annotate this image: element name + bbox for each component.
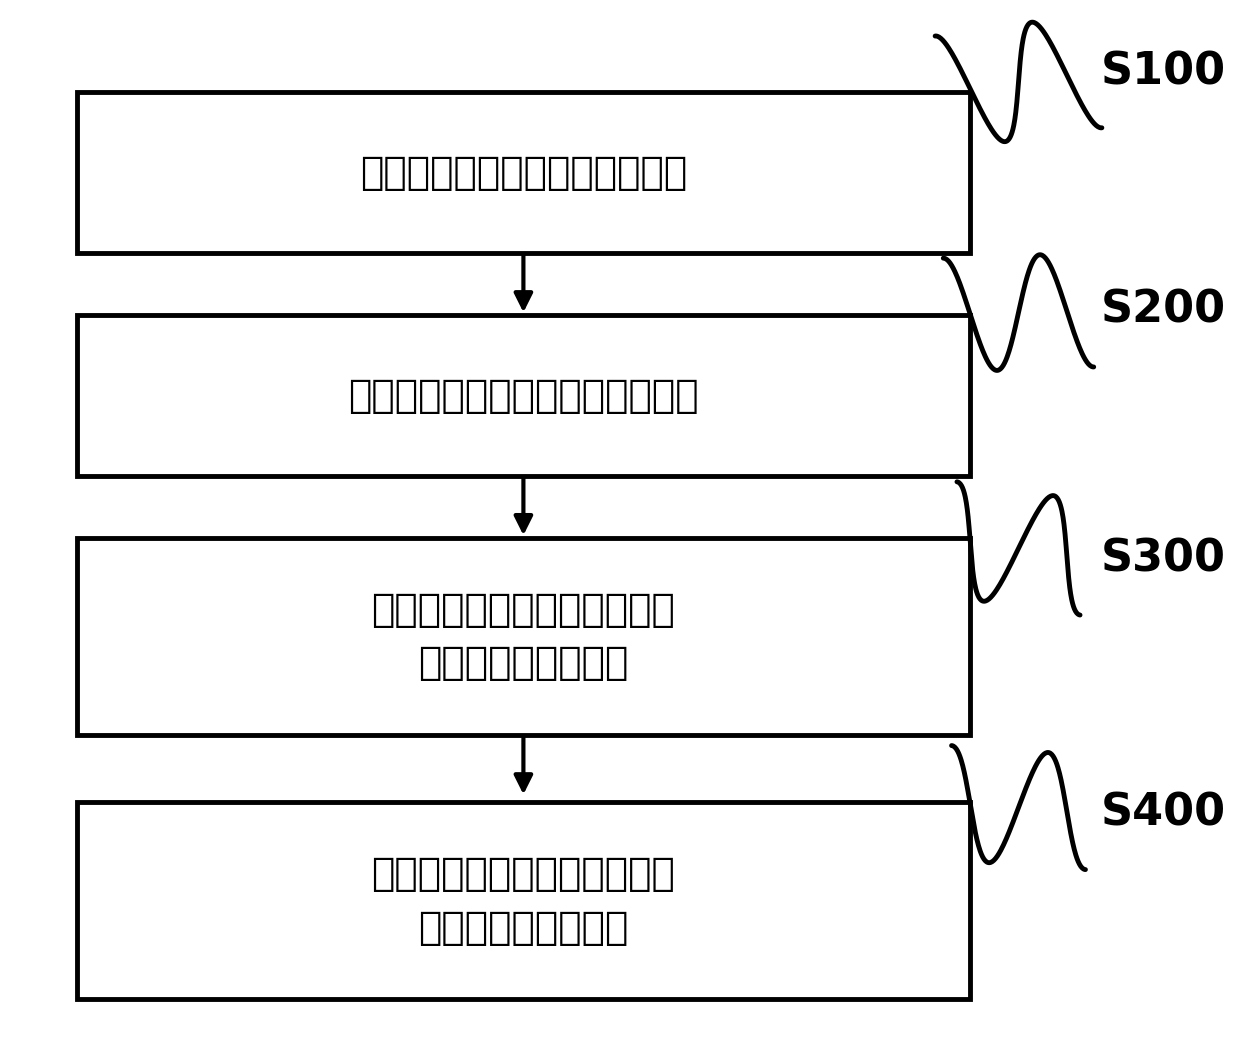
- Text: 第三电流施加步骤，施加高于: 第三电流施加步骤，施加高于: [372, 855, 676, 892]
- Text: 第一电流的第二电流: 第一电流的第二电流: [418, 645, 629, 682]
- Text: S100: S100: [1101, 50, 1226, 93]
- Text: 第二电流施加步骤，施加低于: 第二电流施加步骤，施加低于: [372, 590, 676, 629]
- Text: S400: S400: [1101, 791, 1226, 834]
- Text: 第一电流的第三电流: 第一电流的第三电流: [418, 909, 629, 947]
- Bar: [77, 538, 970, 735]
- Text: S300: S300: [1101, 537, 1226, 580]
- Text: 第一电流施加步骤，施加第一电流: 第一电流施加步骤，施加第一电流: [348, 376, 698, 415]
- Bar: [77, 316, 970, 475]
- Bar: [77, 803, 970, 999]
- Bar: [77, 92, 970, 253]
- Text: S200: S200: [1101, 288, 1226, 331]
- Text: 将贯通电极浸渍于镀铜液的步骤: 将贯通电极浸渍于镀铜液的步骤: [360, 154, 687, 191]
